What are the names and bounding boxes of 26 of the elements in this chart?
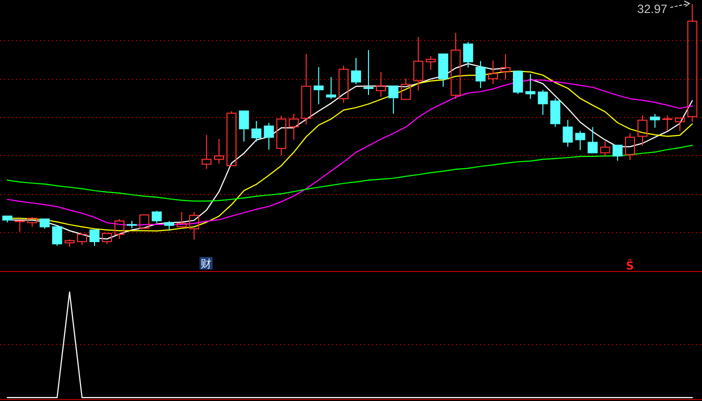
candlestick — [400, 78, 411, 100]
candlestick — [89, 229, 100, 246]
candlestick — [637, 114, 648, 146]
candlestick — [476, 60, 486, 88]
candlestick — [674, 118, 685, 132]
candlestick — [438, 54, 448, 88]
candlestick — [14, 220, 25, 232]
candlestick — [238, 110, 249, 142]
candlestick — [314, 66, 324, 105]
note: 财 — [200, 257, 213, 270]
candlestick — [338, 65, 349, 104]
candlestick — [176, 211, 187, 228]
candlestick — [288, 113, 299, 140]
candlestick — [500, 54, 510, 80]
candlestick — [376, 71, 386, 98]
text: Ŝ — [626, 258, 634, 272]
candlestick — [612, 144, 623, 162]
candlestick — [413, 36, 424, 92]
candlestick — [687, 4, 698, 122]
candlestick — [363, 50, 374, 96]
annotation: 32.97 — [637, 2, 668, 16]
candlestick — [388, 86, 398, 114]
candlestick — [202, 134, 212, 170]
candlestick — [525, 73, 536, 100]
candlestick — [139, 214, 150, 229]
candlestick — [588, 126, 598, 154]
